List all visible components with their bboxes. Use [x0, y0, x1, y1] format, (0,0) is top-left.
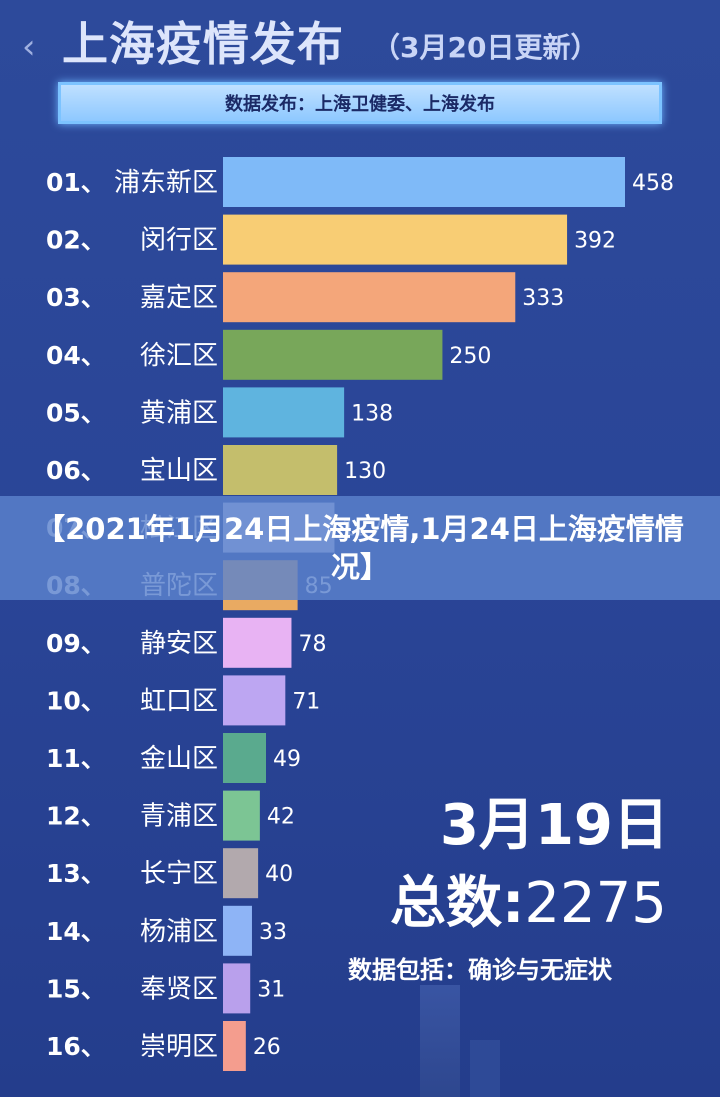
- data-label: 31: [257, 977, 285, 1002]
- rank-label: 11、: [46, 744, 106, 773]
- rank-label: 13、: [46, 859, 106, 888]
- data-label: 42: [267, 805, 295, 830]
- data-label: 78: [298, 632, 326, 657]
- rank-label: 16、: [46, 1032, 106, 1061]
- category-label: 静安区: [140, 629, 218, 659]
- data-label: 138: [351, 401, 393, 426]
- bar: [223, 675, 286, 726]
- page-title: 上海疫情发布: [62, 17, 344, 71]
- rank-label: 03、: [46, 283, 106, 312]
- data-label: 71: [292, 689, 320, 714]
- bar: [223, 617, 292, 668]
- category-label: 宝山区: [140, 456, 218, 486]
- rank-label: 14、: [46, 917, 106, 946]
- data-label: 458: [632, 171, 674, 196]
- source-banner: 数据发布：上海卫健委、上海发布: [58, 82, 662, 124]
- category-label: 嘉定区: [140, 283, 218, 313]
- rank-label: 10、: [46, 686, 106, 715]
- rank-label: 02、: [46, 226, 106, 255]
- category-label: 青浦区: [140, 802, 218, 832]
- rank-label: 12、: [46, 802, 106, 831]
- chevron-left-icon[interactable]: ‹: [22, 27, 36, 67]
- bar: [223, 387, 345, 438]
- bar: [223, 272, 516, 323]
- summary-note: 数据包括：确诊与无症状: [348, 956, 612, 984]
- category-label: 奉贤区: [140, 974, 218, 1004]
- category-label: 金山区: [140, 744, 218, 774]
- category-label: 崇明区: [140, 1032, 218, 1062]
- summary-date: 3月19日: [440, 793, 669, 858]
- data-label: 333: [522, 286, 564, 311]
- summary-total-label: 总数:: [390, 871, 525, 936]
- data-label: 250: [449, 344, 491, 369]
- caption-band: 【2021年1月24日上海疫情,1月24日上海疫情情况】: [0, 496, 720, 600]
- bar: [223, 445, 338, 495]
- category-label: 虹口区: [140, 686, 218, 716]
- data-label: 49: [273, 747, 301, 772]
- bar: [223, 214, 568, 265]
- category-label: 浦东新区: [114, 168, 218, 198]
- rank-label: 09、: [46, 629, 106, 658]
- rank-label: 06、: [46, 456, 106, 485]
- category-label: 闵行区: [140, 226, 218, 256]
- bar: [223, 157, 625, 207]
- bar: [223, 733, 267, 783]
- summary-total: 总数:2275: [390, 858, 667, 939]
- bar: [223, 1021, 246, 1071]
- data-label: 130: [344, 459, 386, 484]
- rank-label: 05、: [46, 398, 106, 427]
- bar: [223, 963, 251, 1014]
- bar: [223, 790, 260, 841]
- category-label: 长宁区: [140, 859, 218, 889]
- rank-label: 04、: [46, 341, 106, 370]
- category-label: 杨浦区: [140, 917, 218, 947]
- bar: [223, 905, 252, 956]
- data-label: 33: [259, 920, 287, 945]
- bar: [223, 329, 443, 380]
- overlay-caption: 【2021年1月24日上海疫情,1月24日上海疫情情况】: [36, 512, 684, 584]
- skyline-decoration: [420, 985, 460, 1097]
- category-label: 黄浦区: [140, 398, 218, 428]
- data-label: 392: [574, 229, 616, 254]
- update-date: （3月20日更新）: [372, 31, 599, 64]
- bar: [223, 848, 259, 899]
- rank-label: 15、: [46, 974, 106, 1003]
- category-label: 徐汇区: [140, 341, 218, 371]
- data-label: 40: [265, 862, 293, 887]
- rank-label: 01、: [46, 168, 106, 197]
- skyline-decoration-2: [470, 1040, 500, 1097]
- data-label: 26: [253, 1035, 281, 1060]
- summary-total-value: 2275: [524, 871, 667, 936]
